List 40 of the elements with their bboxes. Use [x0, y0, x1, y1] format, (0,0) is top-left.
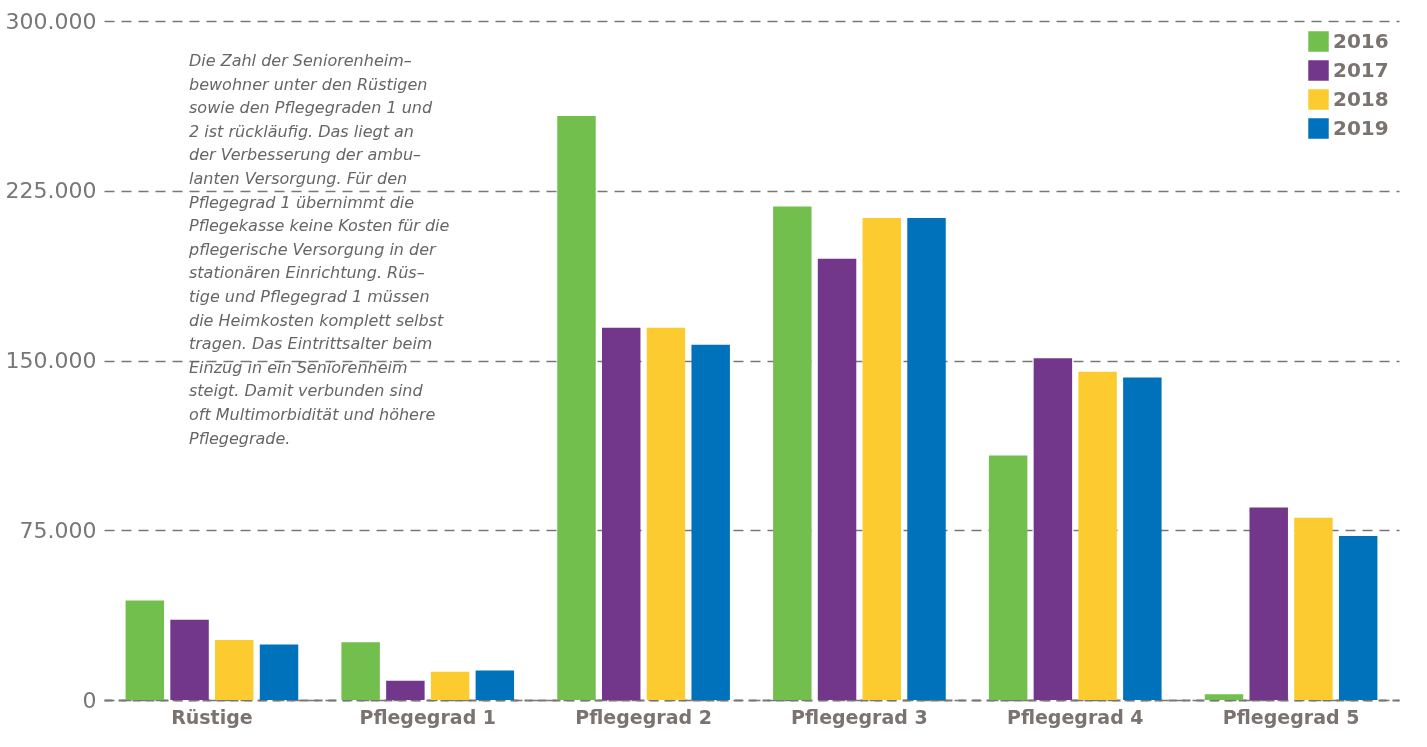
- bar: [259, 644, 299, 700]
- bar: [1123, 377, 1162, 700]
- x-tick-label: Pflegegrad 2: [575, 705, 712, 728]
- bar: [557, 116, 596, 700]
- y-tick-label: 225.000: [5, 178, 97, 204]
- legend-label: 2016: [1333, 28, 1389, 53]
- x-tick-label: Pflegegrad 1: [359, 705, 497, 728]
- x-tick-label: Pflegegrad 4: [1006, 705, 1144, 728]
- y-tick-label: 75.000: [19, 517, 97, 543]
- bar: [773, 206, 812, 700]
- bar: [862, 217, 902, 700]
- x-tick-label: Pflegegrad 5: [1222, 705, 1360, 728]
- bar: [1294, 517, 1333, 700]
- bar: [907, 217, 946, 700]
- bar: [1033, 358, 1073, 700]
- legend-label: 2017: [1333, 57, 1389, 82]
- bar: [817, 258, 857, 700]
- legend-label: 2019: [1333, 115, 1389, 140]
- bar: [215, 640, 254, 700]
- y-tick-label: 150.000: [5, 348, 97, 373]
- bar: [1338, 535, 1378, 700]
- bar: [341, 642, 380, 700]
- bar: [430, 671, 470, 700]
- x-tick-label: Rüstige: [171, 705, 253, 728]
- bar: [1249, 507, 1288, 700]
- bar: [475, 670, 515, 700]
- text: Die Zahl der Seniorenheim– bewohner unter den Rüstigen sowie den Pflegegraden 1 und 2 ist rückläufig. Das liegt an der Verbesserung der ambu– lanten Versorgung. Für den Pflegegrad 1 übernimmt die Pflegekasse keine Kosten für die pflegerische Versorgung in der stationären Einrichtung. Rüs– tige und Pflegegrad 1 müssen die Heimkosten komplett selbst tragen. Das Eintrittsalter beim Einzug in ein Seniorenheim steigt. Damit verbunden sind oft Multimorbidität und höhere Pflegegrade.: [189, 51, 450, 448]
- x-tick-label: Pflegegrad 3: [791, 705, 928, 728]
- bar: [170, 619, 209, 700]
- bar: [691, 344, 730, 700]
- bar: [1078, 371, 1117, 700]
- y-tick-label: 0: [82, 687, 97, 713]
- bar: [1204, 694, 1244, 700]
- bar: [386, 680, 425, 700]
- y-tick-label: 300.000: [5, 8, 97, 34]
- bar: [988, 455, 1028, 700]
- bar: [646, 327, 686, 700]
- bar: [601, 327, 641, 700]
- bar: [125, 600, 165, 700]
- legend-label: 2018: [1333, 86, 1389, 111]
